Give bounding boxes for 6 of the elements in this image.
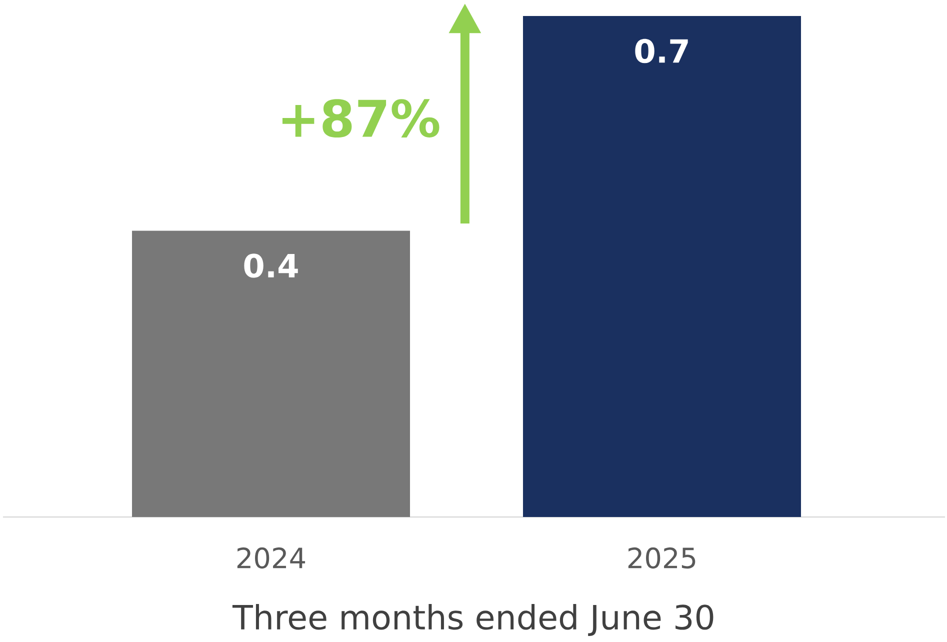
x-axis-title: Three months ended June 30 bbox=[232, 604, 714, 636]
x-tick-label: 2025 bbox=[628, 547, 696, 569]
data-label: 0.7 bbox=[635, 38, 688, 64]
data-label: 0.4 bbox=[244, 254, 298, 278]
annotation: +87% bbox=[282, 99, 440, 138]
x-tick-label: 2024 bbox=[237, 547, 306, 569]
